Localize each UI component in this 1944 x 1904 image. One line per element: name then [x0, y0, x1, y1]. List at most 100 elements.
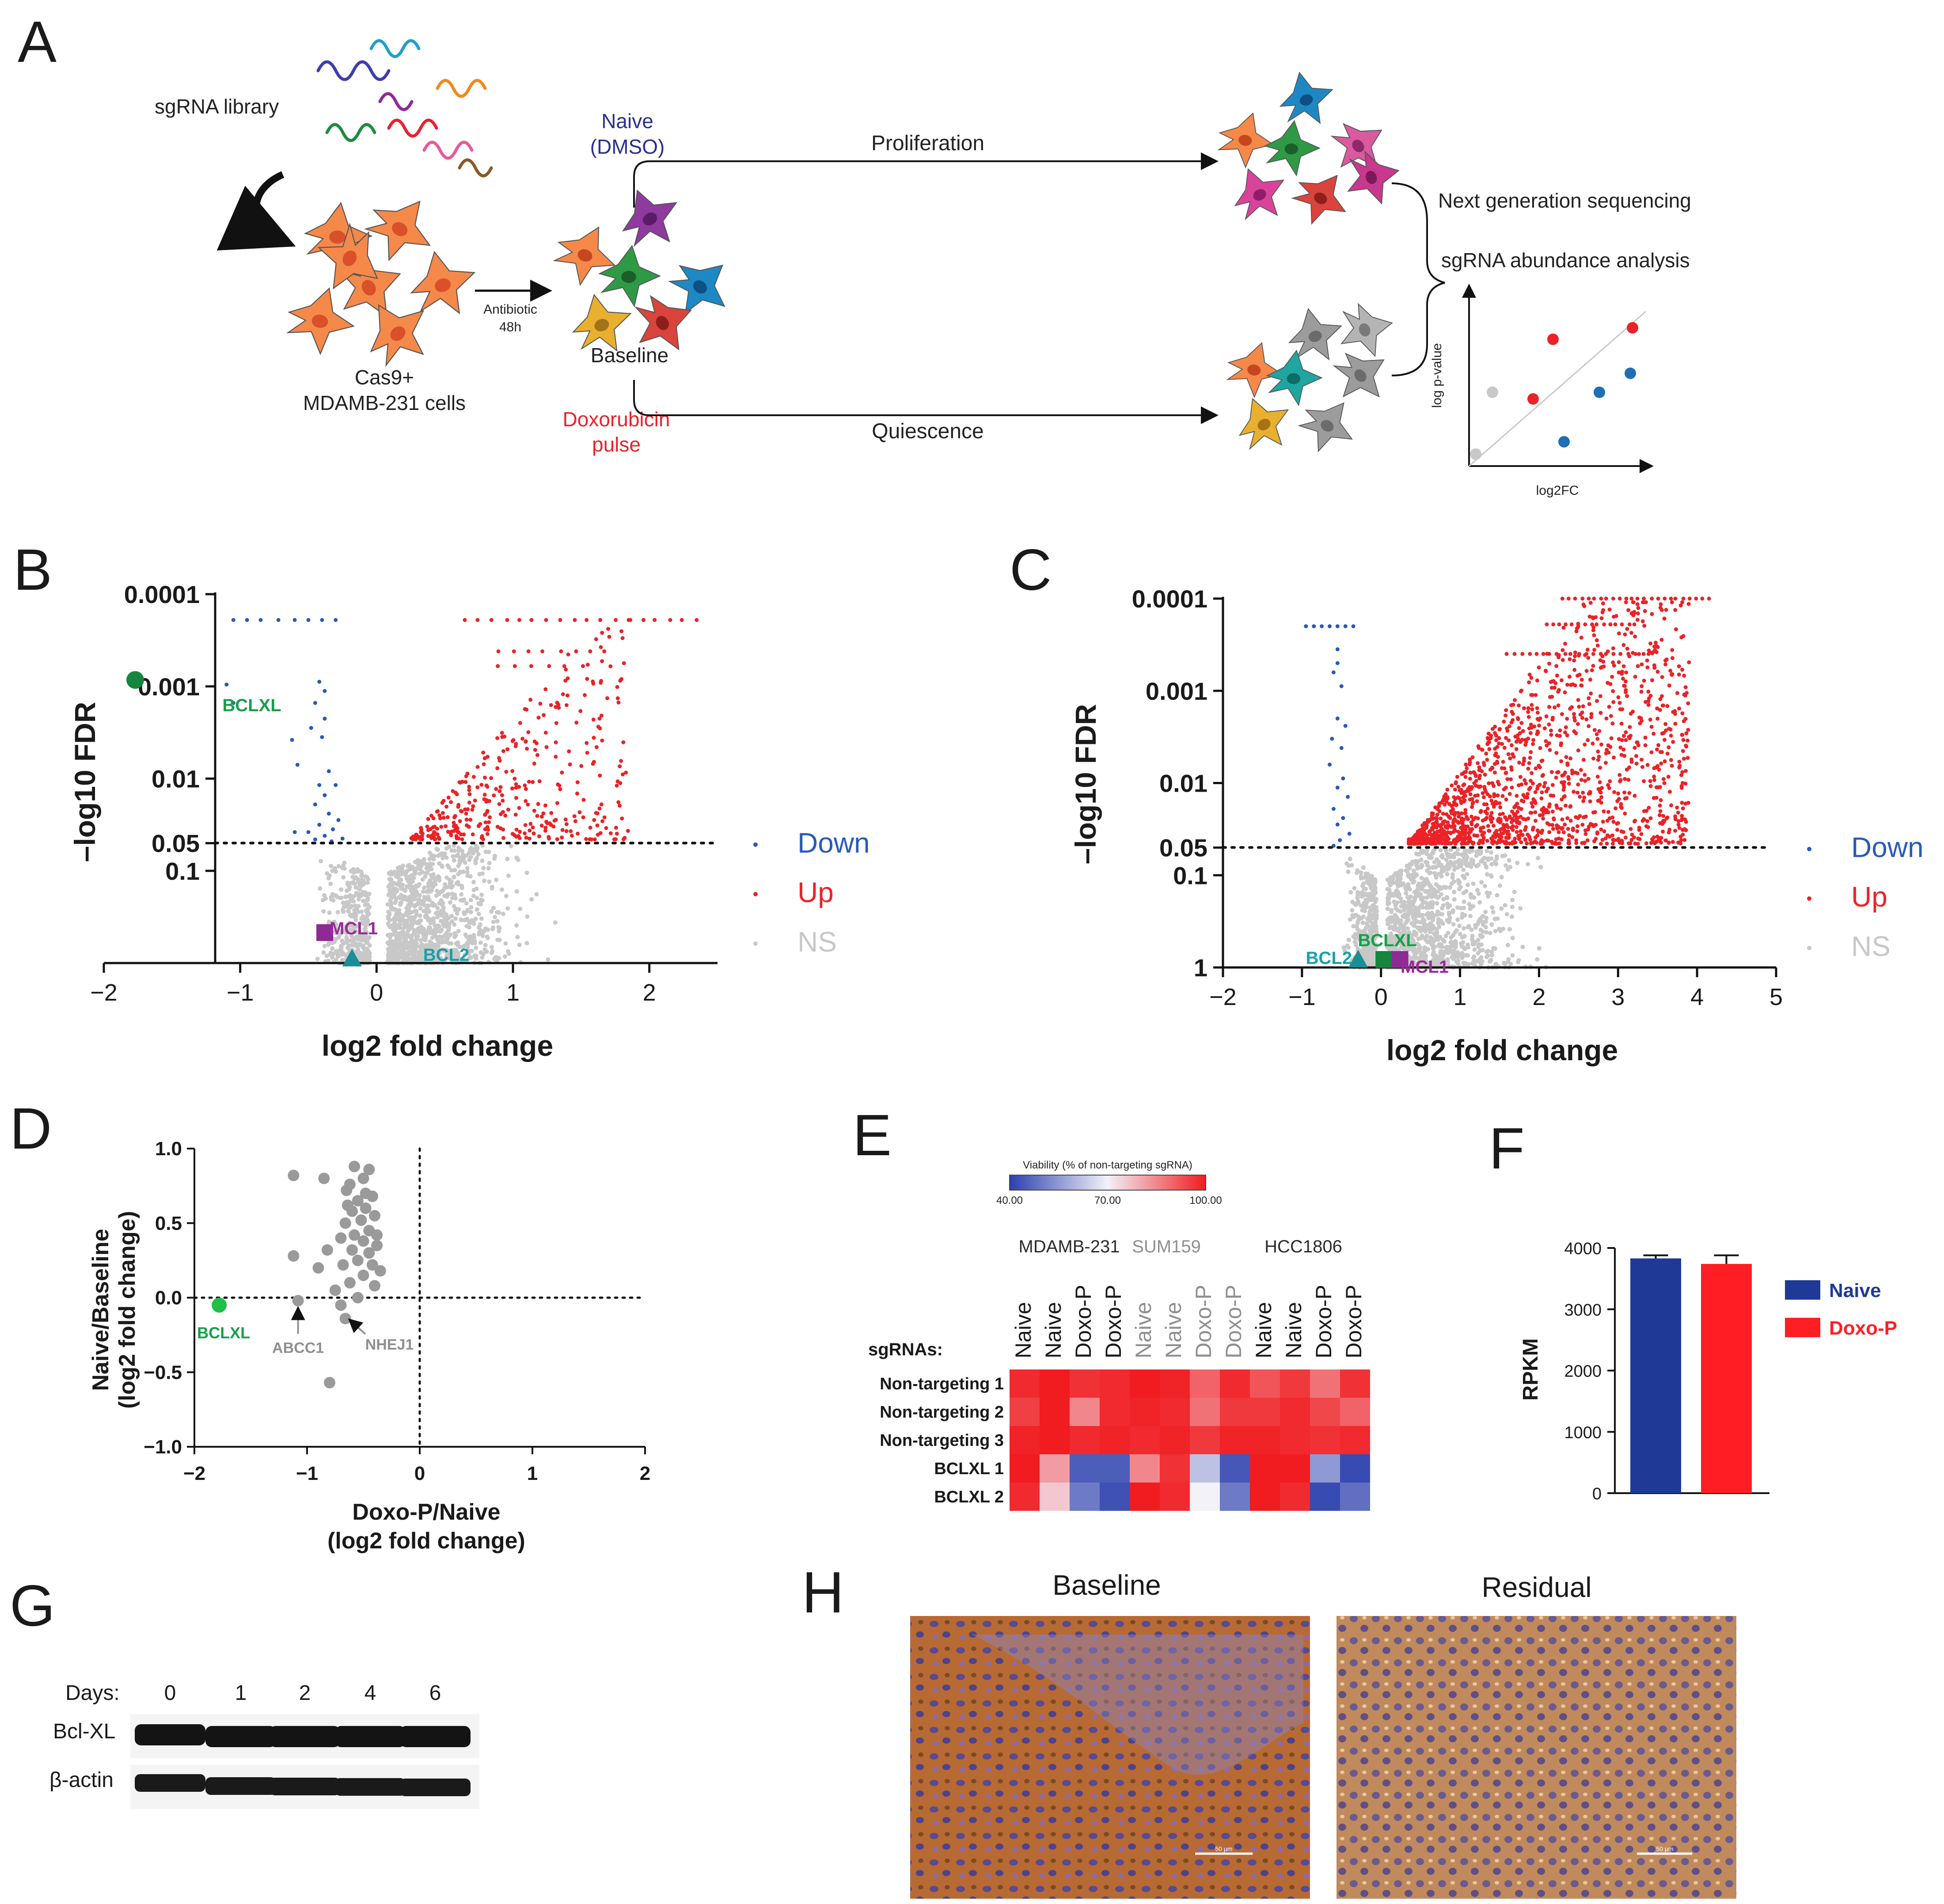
ns-point — [1390, 876, 1395, 881]
baseline-cells-cluster — [553, 189, 725, 352]
up-point — [482, 793, 487, 797]
ns-point — [445, 892, 450, 897]
ns-point — [346, 909, 351, 914]
down-point — [1304, 624, 1308, 629]
ns-point — [1397, 920, 1401, 925]
ns-point — [341, 941, 346, 946]
up-point — [1642, 679, 1646, 683]
up-point — [1628, 725, 1632, 729]
ns-point — [1425, 912, 1430, 916]
ns-point — [363, 903, 368, 907]
down-point — [1312, 624, 1316, 629]
ns-point — [364, 875, 369, 880]
ns-point — [1416, 883, 1420, 888]
ns-point — [1355, 868, 1360, 873]
up-point — [1574, 731, 1578, 736]
ns-point — [1392, 899, 1397, 904]
up-point — [585, 618, 589, 622]
ns-point — [1461, 868, 1466, 872]
up-point — [1588, 601, 1593, 605]
ns-point — [1352, 886, 1357, 891]
up-point — [1527, 726, 1531, 731]
ns-point — [1488, 930, 1492, 935]
ns-point — [1414, 951, 1419, 956]
ns-point — [395, 875, 400, 880]
up-point — [1666, 774, 1671, 779]
ns-point — [413, 903, 418, 908]
up-point — [452, 820, 456, 825]
ns-point — [1435, 910, 1440, 914]
up-point — [1611, 689, 1615, 693]
up-point — [1489, 811, 1494, 815]
up-point — [1527, 680, 1531, 685]
up-point — [1533, 810, 1538, 815]
up-point — [483, 820, 488, 825]
up-point — [621, 740, 626, 744]
up-point — [535, 753, 539, 757]
up-point — [597, 806, 602, 811]
up-point — [437, 835, 441, 840]
up-point — [496, 664, 500, 668]
ns-point — [1353, 913, 1358, 918]
ns-point — [468, 874, 473, 879]
ns-point — [367, 905, 372, 910]
ns-point — [1405, 864, 1409, 869]
ns-point — [1491, 910, 1496, 914]
up-point — [1634, 762, 1639, 766]
up-point — [1636, 611, 1640, 616]
ns-point — [315, 956, 320, 961]
ns-point — [400, 951, 405, 956]
ns-point — [418, 906, 423, 911]
down-point — [323, 717, 327, 721]
up-point — [532, 762, 536, 766]
ns-point — [468, 847, 473, 852]
ns-point — [361, 890, 365, 895]
ns-point — [429, 853, 434, 857]
ns-point — [1435, 895, 1440, 900]
panel-letters: A B C D E F G H — [10, 9, 1525, 1638]
up-point — [526, 730, 531, 734]
ns-point — [440, 864, 444, 868]
up-point — [1537, 718, 1541, 722]
ns-point — [1510, 953, 1515, 958]
ns-point — [1364, 921, 1369, 926]
up-point — [1531, 841, 1535, 845]
up-point — [464, 774, 468, 778]
ns-point — [387, 877, 392, 881]
ns-point — [1418, 905, 1422, 910]
up-point — [560, 828, 565, 832]
ns-point — [438, 852, 443, 857]
up-point — [498, 812, 503, 816]
ns-point — [429, 955, 434, 960]
ns-point — [468, 910, 473, 914]
ns-point — [1479, 880, 1484, 885]
down-point — [1339, 684, 1344, 688]
cell-icon — [622, 189, 678, 247]
up-point — [526, 802, 530, 807]
ns-point — [332, 929, 337, 934]
up-point — [1648, 779, 1652, 783]
ns-point — [1447, 920, 1451, 925]
x-tick-label: 0 — [370, 979, 383, 1006]
ns-point — [444, 855, 449, 860]
ns-point — [1447, 915, 1452, 920]
up-point — [543, 803, 547, 808]
up-point — [489, 776, 493, 780]
up-point — [533, 748, 537, 752]
ns-point — [1402, 914, 1407, 919]
up-point — [1504, 713, 1508, 718]
ns-point — [427, 857, 432, 861]
ns-point — [1461, 944, 1466, 949]
up-point — [1581, 790, 1585, 795]
ns-point — [448, 881, 452, 886]
up-point — [1514, 747, 1519, 751]
ns-point — [514, 889, 519, 894]
ns-point — [334, 922, 338, 927]
ns-point — [452, 893, 456, 898]
ns-point — [412, 932, 417, 937]
panel-letter-d: D — [10, 1096, 52, 1161]
up-point — [1662, 781, 1667, 785]
ns-point — [1462, 926, 1466, 931]
up-point — [1485, 806, 1490, 811]
ns-point — [1507, 927, 1512, 932]
